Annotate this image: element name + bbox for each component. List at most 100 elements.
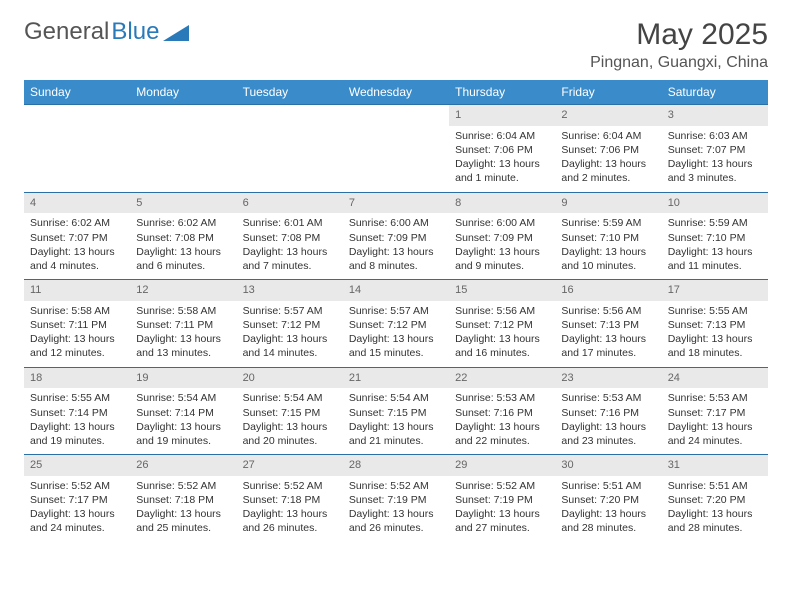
day-body: Sunrise: 5:59 AMSunset: 7:10 PMDaylight:… xyxy=(555,213,661,279)
sunset-text: Sunset: 7:12 PM xyxy=(243,318,337,332)
location-subtitle: Pingnan, Guangxi, China xyxy=(590,54,768,72)
daylight-text: Daylight: 13 hours and 23 minutes. xyxy=(561,420,655,448)
day-body: Sunrise: 5:59 AMSunset: 7:10 PMDaylight:… xyxy=(662,213,768,279)
daylight-text: Daylight: 13 hours and 27 minutes. xyxy=(455,507,549,535)
sunset-text: Sunset: 7:15 PM xyxy=(349,406,443,420)
sunset-text: Sunset: 7:08 PM xyxy=(136,231,230,245)
sunrise-text: Sunrise: 5:53 AM xyxy=(561,391,655,405)
daylight-text: Daylight: 13 hours and 28 minutes. xyxy=(561,507,655,535)
daylight-text: Daylight: 13 hours and 3 minutes. xyxy=(668,157,762,185)
sunrise-text: Sunrise: 5:57 AM xyxy=(349,304,443,318)
sunset-text: Sunset: 7:16 PM xyxy=(455,406,549,420)
day-number: 13 xyxy=(237,280,343,301)
sunset-text: Sunset: 7:18 PM xyxy=(243,493,337,507)
daylight-text: Daylight: 13 hours and 17 minutes. xyxy=(561,332,655,360)
calendar-cell: 21Sunrise: 5:54 AMSunset: 7:15 PMDayligh… xyxy=(343,367,449,455)
day-body: Sunrise: 5:58 AMSunset: 7:11 PMDaylight:… xyxy=(130,301,236,367)
sunrise-text: Sunrise: 5:54 AM xyxy=(136,391,230,405)
sunrise-text: Sunrise: 5:59 AM xyxy=(561,216,655,230)
calendar-cell: 15Sunrise: 5:56 AMSunset: 7:12 PMDayligh… xyxy=(449,280,555,368)
daylight-text: Daylight: 13 hours and 13 minutes. xyxy=(136,332,230,360)
day-number: 17 xyxy=(662,280,768,301)
day-body: Sunrise: 5:58 AMSunset: 7:11 PMDaylight:… xyxy=(24,301,130,367)
calendar-cell: 19Sunrise: 5:54 AMSunset: 7:14 PMDayligh… xyxy=(130,367,236,455)
day-number: 28 xyxy=(343,455,449,476)
daylight-text: Daylight: 13 hours and 26 minutes. xyxy=(349,507,443,535)
sunrise-text: Sunrise: 5:58 AM xyxy=(136,304,230,318)
daylight-text: Daylight: 13 hours and 4 minutes. xyxy=(30,245,124,273)
calendar-cell: 28Sunrise: 5:52 AMSunset: 7:19 PMDayligh… xyxy=(343,455,449,542)
sunset-text: Sunset: 7:10 PM xyxy=(668,231,762,245)
sunset-text: Sunset: 7:13 PM xyxy=(561,318,655,332)
calendar-cell: 24Sunrise: 5:53 AMSunset: 7:17 PMDayligh… xyxy=(662,367,768,455)
day-number: 3 xyxy=(662,105,768,126)
logo-text-1: General xyxy=(24,18,109,46)
daylight-text: Daylight: 13 hours and 16 minutes. xyxy=(455,332,549,360)
logo-text-2: Blue xyxy=(111,18,159,46)
day-number: 23 xyxy=(555,368,661,389)
calendar-cell: 3Sunrise: 6:03 AMSunset: 7:07 PMDaylight… xyxy=(662,105,768,193)
sunrise-text: Sunrise: 5:54 AM xyxy=(243,391,337,405)
day-number: 29 xyxy=(449,455,555,476)
day-number: 1 xyxy=(449,105,555,126)
sunset-text: Sunset: 7:16 PM xyxy=(561,406,655,420)
day-body: Sunrise: 5:51 AMSunset: 7:20 PMDaylight:… xyxy=(662,476,768,542)
calendar-row: 1Sunrise: 6:04 AMSunset: 7:06 PMDaylight… xyxy=(24,105,768,193)
calendar-body: 1Sunrise: 6:04 AMSunset: 7:06 PMDaylight… xyxy=(24,105,768,542)
calendar-table: SundayMondayTuesdayWednesdayThursdayFrid… xyxy=(24,80,768,542)
logo: GeneralBlue xyxy=(24,18,189,46)
day-body: Sunrise: 5:54 AMSunset: 7:14 PMDaylight:… xyxy=(130,388,236,454)
day-body: Sunrise: 5:52 AMSunset: 7:18 PMDaylight:… xyxy=(237,476,343,542)
day-body: Sunrise: 5:52 AMSunset: 7:19 PMDaylight:… xyxy=(343,476,449,542)
day-number: 11 xyxy=(24,280,130,301)
day-of-week-header: Saturday xyxy=(662,80,768,105)
sunset-text: Sunset: 7:17 PM xyxy=(668,406,762,420)
sunset-text: Sunset: 7:20 PM xyxy=(561,493,655,507)
day-number: 7 xyxy=(343,193,449,214)
calendar-cell: 22Sunrise: 5:53 AMSunset: 7:16 PMDayligh… xyxy=(449,367,555,455)
day-body: Sunrise: 5:56 AMSunset: 7:12 PMDaylight:… xyxy=(449,301,555,367)
calendar-cell: 20Sunrise: 5:54 AMSunset: 7:15 PMDayligh… xyxy=(237,367,343,455)
calendar-cell: 12Sunrise: 5:58 AMSunset: 7:11 PMDayligh… xyxy=(130,280,236,368)
sunrise-text: Sunrise: 5:57 AM xyxy=(243,304,337,318)
sunset-text: Sunset: 7:20 PM xyxy=(668,493,762,507)
sunrise-text: Sunrise: 5:56 AM xyxy=(455,304,549,318)
day-body: Sunrise: 6:04 AMSunset: 7:06 PMDaylight:… xyxy=(555,126,661,192)
sunset-text: Sunset: 7:11 PM xyxy=(136,318,230,332)
sunset-text: Sunset: 7:09 PM xyxy=(455,231,549,245)
sunrise-text: Sunrise: 5:55 AM xyxy=(30,391,124,405)
calendar-cell: 16Sunrise: 5:56 AMSunset: 7:13 PMDayligh… xyxy=(555,280,661,368)
calendar-cell: 31Sunrise: 5:51 AMSunset: 7:20 PMDayligh… xyxy=(662,455,768,542)
sunrise-text: Sunrise: 6:02 AM xyxy=(30,216,124,230)
daylight-text: Daylight: 13 hours and 12 minutes. xyxy=(30,332,124,360)
sunrise-text: Sunrise: 5:51 AM xyxy=(561,479,655,493)
sunrise-text: Sunrise: 5:54 AM xyxy=(349,391,443,405)
calendar-cell: 1Sunrise: 6:04 AMSunset: 7:06 PMDaylight… xyxy=(449,105,555,193)
day-body: Sunrise: 5:52 AMSunset: 7:17 PMDaylight:… xyxy=(24,476,130,542)
sunrise-text: Sunrise: 5:55 AM xyxy=(668,304,762,318)
day-body: Sunrise: 5:54 AMSunset: 7:15 PMDaylight:… xyxy=(237,388,343,454)
day-of-week-header: Tuesday xyxy=(237,80,343,105)
sunset-text: Sunset: 7:10 PM xyxy=(561,231,655,245)
calendar-cell: 26Sunrise: 5:52 AMSunset: 7:18 PMDayligh… xyxy=(130,455,236,542)
calendar-cell: 29Sunrise: 5:52 AMSunset: 7:19 PMDayligh… xyxy=(449,455,555,542)
daylight-text: Daylight: 13 hours and 19 minutes. xyxy=(30,420,124,448)
day-number: 31 xyxy=(662,455,768,476)
day-body: Sunrise: 5:53 AMSunset: 7:17 PMDaylight:… xyxy=(662,388,768,454)
day-body: Sunrise: 6:03 AMSunset: 7:07 PMDaylight:… xyxy=(662,126,768,192)
calendar-cell: 27Sunrise: 5:52 AMSunset: 7:18 PMDayligh… xyxy=(237,455,343,542)
calendar-row: 18Sunrise: 5:55 AMSunset: 7:14 PMDayligh… xyxy=(24,367,768,455)
sunset-text: Sunset: 7:08 PM xyxy=(243,231,337,245)
sunrise-text: Sunrise: 6:03 AM xyxy=(668,129,762,143)
sunrise-text: Sunrise: 5:53 AM xyxy=(455,391,549,405)
day-number: 19 xyxy=(130,368,236,389)
calendar-row: 4Sunrise: 6:02 AMSunset: 7:07 PMDaylight… xyxy=(24,192,768,280)
calendar-cell: 8Sunrise: 6:00 AMSunset: 7:09 PMDaylight… xyxy=(449,192,555,280)
sunrise-text: Sunrise: 6:00 AM xyxy=(455,216,549,230)
day-body: Sunrise: 5:55 AMSunset: 7:13 PMDaylight:… xyxy=(662,301,768,367)
day-of-week-row: SundayMondayTuesdayWednesdayThursdayFrid… xyxy=(24,80,768,105)
day-number: 14 xyxy=(343,280,449,301)
sunrise-text: Sunrise: 5:59 AM xyxy=(668,216,762,230)
sunrise-text: Sunrise: 5:52 AM xyxy=(136,479,230,493)
day-body: Sunrise: 5:56 AMSunset: 7:13 PMDaylight:… xyxy=(555,301,661,367)
